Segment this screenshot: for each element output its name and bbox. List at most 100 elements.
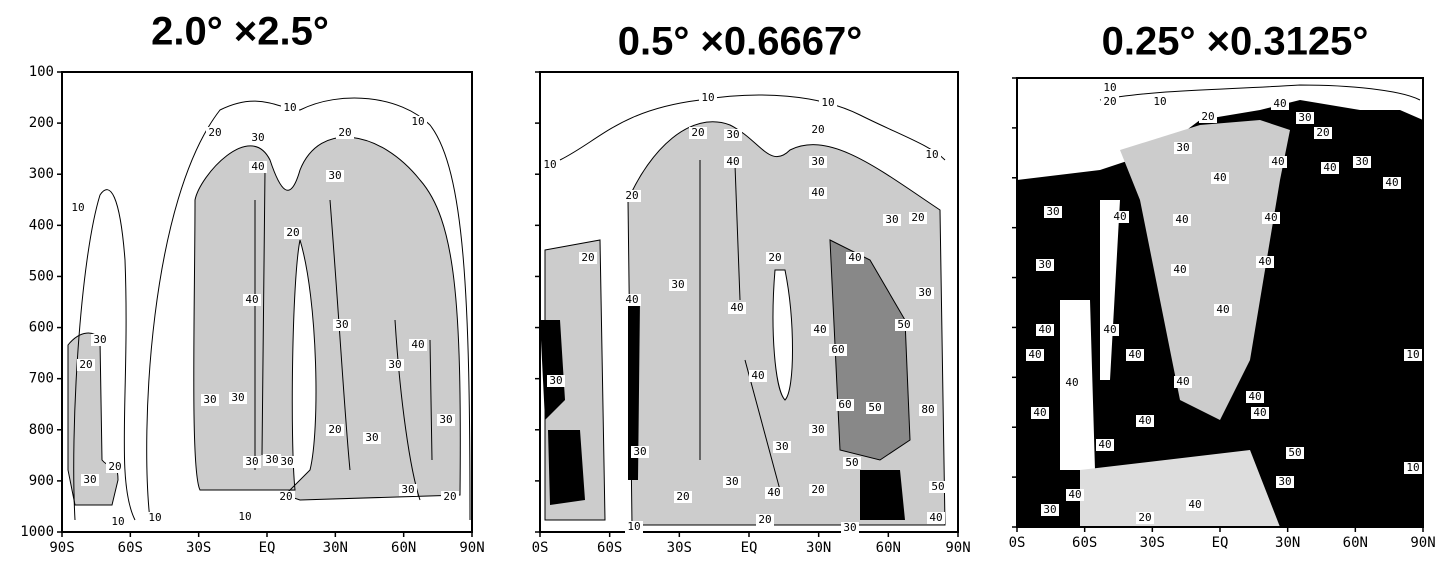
x-tick-label: 30S — [667, 540, 692, 556]
contour-label-box — [819, 97, 837, 109]
contour-label-box — [1214, 304, 1232, 316]
contour-label: 40 — [813, 323, 826, 336]
contour-label: 10 — [238, 510, 251, 523]
contour-label: 40 — [1271, 155, 1284, 168]
contour-label-box — [579, 252, 597, 264]
contour-label: 50 — [845, 456, 858, 469]
contour-label-box — [1063, 377, 1081, 389]
contour-label-box — [386, 359, 404, 371]
contour-label-box — [1256, 256, 1274, 268]
contour-label: 80 — [921, 403, 934, 416]
x-tick-label: EQ — [741, 540, 758, 556]
contour-label: 30 — [93, 333, 106, 346]
contour-label-box — [336, 127, 354, 139]
contour-label-box — [674, 491, 692, 503]
contour-label: 40 — [1175, 213, 1188, 226]
contour-label-box — [263, 454, 281, 466]
contour-label: 30 — [1043, 503, 1056, 516]
contour-label: 40 — [1385, 176, 1398, 189]
contour-label: 20 — [338, 126, 351, 139]
contour-label: 30 — [280, 455, 293, 468]
contour-label-box — [728, 302, 746, 314]
contour-label-box — [809, 156, 827, 168]
contour-label-box — [281, 102, 299, 114]
contour-label-box — [773, 441, 791, 453]
contour-label: 40 — [1248, 390, 1261, 403]
contour-label-box — [1271, 98, 1289, 110]
contour-label-box — [1096, 439, 1114, 451]
contour-label-box — [1276, 476, 1294, 488]
contour-label: 30 — [918, 286, 931, 299]
contour-label-box — [1111, 211, 1129, 223]
x-tick-label: 90N — [459, 540, 484, 556]
contour-label-box — [399, 484, 417, 496]
contour-label: 30 — [388, 358, 401, 371]
contour-label-box — [77, 359, 95, 371]
contour-label: 60 — [838, 398, 851, 411]
contour-label: 10 — [1103, 81, 1116, 94]
y-tick-label: 400 — [29, 217, 54, 233]
contour-label-box — [229, 392, 247, 404]
contour-label-box — [699, 92, 717, 104]
contour-label: 60 — [831, 343, 844, 356]
contour-label: 40 — [1103, 323, 1116, 336]
contour-label: 50 — [897, 318, 910, 331]
contour-label-box — [809, 187, 827, 199]
contour-label-box — [1404, 349, 1422, 361]
contour-label-box — [547, 375, 565, 387]
contour-label: 40 — [1273, 97, 1286, 110]
contour-label: 20 — [811, 123, 824, 136]
contour-label-box — [326, 170, 344, 182]
contour-label: 20 — [286, 226, 299, 239]
x-tick-label: 90N — [945, 540, 970, 556]
contour-label-box — [1136, 415, 1154, 427]
contour-label: 40 — [1068, 488, 1081, 501]
contour-label: 40 — [767, 486, 780, 499]
contour-label-box — [843, 457, 861, 469]
contour-label: 20 — [1103, 95, 1116, 108]
contour-label: 40 — [245, 293, 258, 306]
x-tick-label: 60N — [1343, 535, 1368, 551]
contour-label: 30 — [811, 155, 824, 168]
contour-label: 30 — [231, 391, 244, 404]
contour-label: 40 — [1033, 406, 1046, 419]
contour-label: 30 — [725, 475, 738, 488]
contour-label-box — [326, 424, 344, 436]
contour-label-box — [441, 491, 459, 503]
contour-label: 30 — [1298, 111, 1311, 124]
contour-label-box — [929, 481, 947, 493]
contour-label-box — [841, 522, 859, 534]
contour-label-box — [1041, 504, 1059, 516]
contour-label-box — [1251, 407, 1269, 419]
contour-label-box — [541, 159, 559, 171]
contour-label-box — [927, 512, 945, 524]
contour-label: 20 — [691, 126, 704, 139]
contour-label: 40 — [411, 338, 424, 351]
contour-label-box — [437, 414, 455, 426]
contour-label: 10 — [111, 515, 124, 528]
contour-label: 10 — [543, 158, 556, 171]
contour-label-box — [1173, 214, 1191, 226]
contour-label: 40 — [751, 369, 764, 382]
contour-label-box — [809, 124, 827, 136]
contour-label-box — [1174, 142, 1192, 154]
x-tick-label: 90N — [1410, 535, 1435, 551]
contour-label: 30 — [885, 213, 898, 226]
contour-label-box — [919, 404, 937, 416]
contour-label: 20 — [625, 189, 638, 202]
contour-label: 20 — [811, 483, 824, 496]
x-tick-label: 60N — [876, 540, 901, 556]
contour-label: 40 — [1113, 210, 1126, 223]
contour-label: 30 — [811, 423, 824, 436]
contour-label: 40 — [1128, 348, 1141, 361]
contour-label: 50 — [1288, 446, 1301, 459]
contour-label: 10 — [925, 148, 938, 161]
contour-label: 30 — [671, 278, 684, 291]
contour-label-box — [883, 214, 901, 226]
contour-label-box — [409, 116, 427, 128]
contour-label: 40 — [929, 511, 942, 524]
contour-label-box — [1262, 212, 1280, 224]
contour-label: 20 — [1201, 110, 1214, 123]
contour-label-box — [409, 339, 427, 351]
x-tick-label: EQ — [259, 540, 276, 556]
